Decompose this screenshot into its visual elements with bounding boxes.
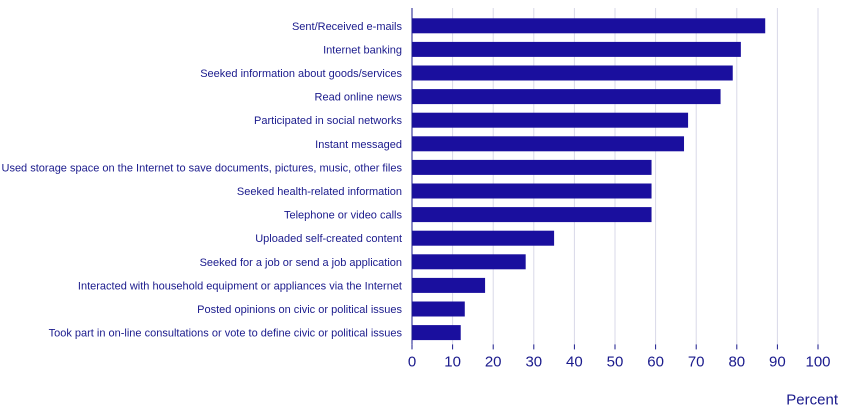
x-tick-label: 50 (607, 353, 624, 370)
bar (412, 159, 652, 175)
category-labels: Sent/Received e-mails Internet banking See… (2, 21, 403, 340)
x-tick-label: 10 (444, 353, 461, 370)
bar (412, 301, 465, 317)
x-tick-label: 20 (485, 353, 502, 370)
x-tick-label: 90 (769, 353, 786, 370)
category-label: Posted opinions on civic or political is… (197, 304, 402, 316)
x-tick-label: 60 (647, 353, 664, 370)
category-label: Seeked information about goods/services (200, 68, 402, 80)
x-tick-label: 100 (805, 353, 830, 370)
bar (412, 207, 652, 223)
x-tick-label: 0 (408, 353, 416, 370)
category-label: Uploaded self-created content (255, 233, 402, 245)
bar (412, 136, 685, 152)
category-label: Used storage space on the Internet to sa… (2, 162, 403, 174)
x-tick-label: 30 (525, 353, 542, 370)
category-label: Read online news (315, 92, 403, 104)
bar (412, 254, 526, 270)
bar (412, 277, 486, 293)
bar (412, 89, 721, 105)
bar (412, 325, 461, 341)
x-axis-title: Percent (786, 391, 839, 408)
category-label: Seeked health-related information (237, 186, 402, 198)
bar (412, 230, 555, 246)
bar (412, 41, 741, 57)
category-label: Took part in on-line consultations or vo… (49, 328, 403, 340)
category-label: Participated in social networks (254, 115, 402, 127)
x-tick-labels: 0 10 20 30 40 50 60 70 80 90 100 (408, 344, 831, 370)
x-tick-label: 40 (566, 353, 583, 370)
category-label: Telephone or video calls (284, 210, 403, 222)
x-tick-label: 70 (688, 353, 705, 370)
category-label: Seeked for a job or send a job applicati… (200, 257, 402, 269)
bar (412, 18, 766, 34)
bar (412, 65, 733, 81)
bars (412, 18, 766, 341)
bar (412, 112, 689, 128)
category-label: Internet banking (323, 44, 402, 56)
category-label: Instant messaged (315, 139, 402, 151)
x-tick-label: 80 (728, 353, 745, 370)
bar (412, 183, 652, 199)
grid-lines (452, 8, 819, 345)
category-label: Interacted with household equipment or a… (78, 280, 402, 292)
category-label: Sent/Received e-mails (292, 21, 403, 33)
